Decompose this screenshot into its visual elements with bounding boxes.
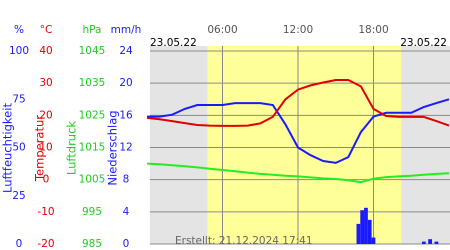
y-tick-label: 1025 (79, 109, 106, 121)
axis-title: Temperatur (33, 115, 47, 182)
y-tick-label: 20 (119, 77, 132, 89)
date-right: 23.05.22 (400, 37, 447, 49)
y-tick-label: -10 (37, 206, 54, 218)
y-tick-label: 4 (123, 206, 130, 218)
y-tick-label: 12 (119, 142, 132, 154)
y-tick-label: 0 (123, 238, 130, 250)
y-tick-label: 0 (43, 174, 50, 186)
precip-bar (367, 219, 372, 244)
axis-unit: mm/h (111, 24, 142, 36)
axis-unit: hPa (83, 24, 102, 36)
series-line (146, 162, 450, 184)
y-tick-label: 40 (39, 45, 52, 57)
y-tick-label: 100 (9, 45, 29, 57)
x-tick-label: 12:00 (283, 24, 313, 36)
x-tick-label: 18:00 (358, 24, 388, 36)
axis-title: Luftfeuchtigkeit (1, 103, 15, 193)
precip-bar (371, 237, 376, 244)
precip-bar (421, 241, 426, 244)
y-tick-label: 0 (16, 238, 23, 250)
plot (146, 46, 450, 245)
axis-unit: °C (40, 24, 53, 36)
axis-unit: % (14, 24, 24, 36)
y-tick-label: 20 (39, 109, 52, 121)
axis-title: Luftdruck (65, 121, 79, 175)
x-tick-label: 06:00 (207, 24, 237, 36)
precip-bar (356, 223, 361, 244)
y-tick-label: 1045 (79, 45, 106, 57)
date-left: 23.05.22 (150, 37, 197, 49)
y-tick-label: 8 (123, 174, 130, 186)
y-tick-label: 1015 (79, 142, 106, 154)
y-tick-label: 24 (119, 45, 133, 57)
y-tick-label: 50 (12, 142, 25, 154)
precip-bar (434, 241, 439, 244)
y-tick-label: 30 (39, 77, 52, 89)
y-tick-label: 25 (12, 190, 25, 202)
y-tick-label: -20 (37, 238, 54, 250)
y-tick-label: 1035 (79, 77, 106, 89)
precip-bar (364, 207, 368, 244)
y-tick-label: 1005 (79, 174, 106, 186)
precip-bar (360, 210, 365, 244)
precip-bar (428, 239, 433, 244)
series-line (146, 79, 450, 127)
daylight (207, 46, 402, 244)
y-tick-label: 16 (119, 109, 133, 121)
axis-title: Niederschlag (106, 110, 120, 185)
y-tick-label: 75 (12, 93, 25, 105)
series-line (147, 98, 450, 164)
y-tick-label: 985 (82, 238, 102, 250)
footer: Erstellt: 21.12.2024 17:41 (175, 235, 313, 247)
y-tick-label: 995 (82, 206, 102, 218)
y-tick-label: 10 (39, 142, 52, 154)
